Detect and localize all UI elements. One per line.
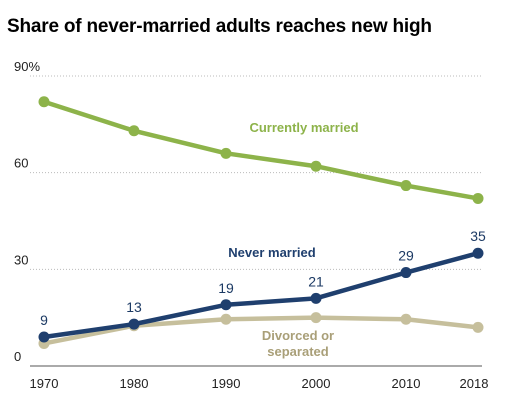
series-lines (38, 96, 484, 349)
data-point (472, 192, 484, 204)
y-axis-ticks: 0 30 60 90% (14, 59, 40, 364)
data-label: 35 (470, 228, 486, 244)
y-tick-label: 30 (14, 252, 28, 267)
data-point (220, 313, 232, 325)
x-tick-label: 2010 (392, 376, 421, 391)
data-label: 9 (40, 312, 48, 328)
data-point (38, 96, 50, 108)
data-point (472, 321, 484, 333)
x-tick-label: 1990 (212, 376, 241, 391)
x-axis-ticks: 1970 1980 1990 2000 2010 2018 (30, 376, 489, 391)
y-tick-label: 60 (14, 156, 28, 171)
series-line (41, 315, 481, 346)
data-point (310, 160, 322, 172)
y-tick-label: 90% (14, 59, 40, 74)
data-point (400, 267, 412, 279)
x-tick-label: 2018 (460, 376, 489, 391)
data-point (220, 147, 232, 159)
y-tick-label: 0 (14, 349, 21, 364)
data-label: 19 (218, 280, 234, 296)
data-label: 13 (126, 299, 142, 315)
data-point (310, 292, 322, 304)
series-label: Never married (228, 245, 315, 260)
series-line (41, 99, 481, 201)
data-point (472, 247, 484, 259)
series-line (41, 250, 481, 340)
data-point (400, 313, 412, 325)
data-point (38, 331, 50, 343)
gridlines (30, 75, 482, 367)
data-labels: 9 13 19 21 29 35 (40, 228, 486, 328)
x-tick-label: 2000 (302, 376, 331, 391)
data-point (128, 318, 140, 330)
x-tick-label: 1980 (120, 376, 149, 391)
series-labels: Currently married Never married Divorced o… (228, 120, 358, 359)
data-point (220, 299, 232, 311)
series-label: Currently married (249, 120, 358, 135)
chart-title: Share of never-married adults reaches ne… (7, 16, 432, 37)
data-point (128, 125, 140, 137)
x-tick-label: 1970 (30, 376, 59, 391)
data-point (400, 180, 412, 192)
data-label: 29 (398, 248, 414, 264)
data-label: 21 (308, 273, 324, 289)
series-label: Divorced or separated (262, 328, 334, 359)
data-point (310, 312, 322, 324)
